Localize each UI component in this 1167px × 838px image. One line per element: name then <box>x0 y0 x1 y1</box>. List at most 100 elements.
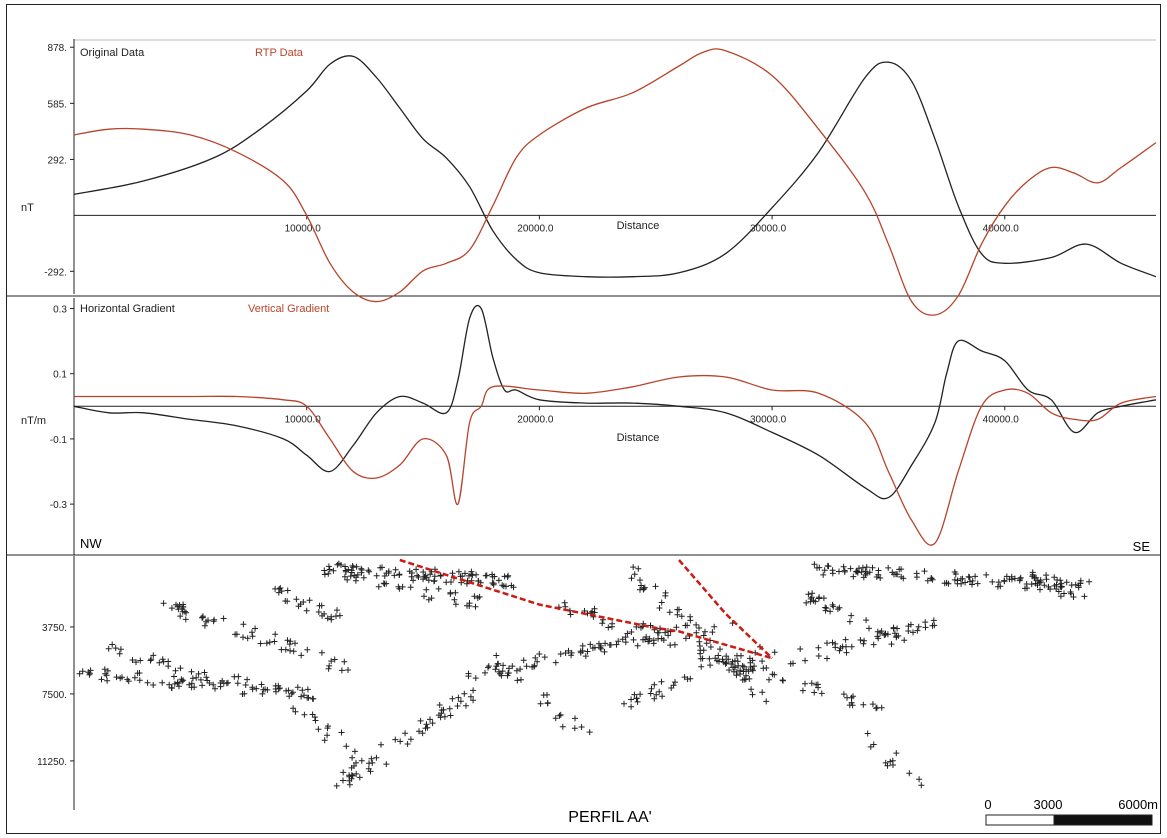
hypocenter-marker <box>1051 574 1058 581</box>
hypocenter-marker <box>201 622 208 629</box>
hypocenter-marker <box>344 576 351 583</box>
hypocenter-marker <box>103 672 110 679</box>
hypocenter-marker <box>658 599 665 606</box>
hypocenter-marker <box>802 657 809 664</box>
hypocenter-marker <box>749 667 756 674</box>
hypocenter-marker <box>969 577 976 584</box>
hypocenter-marker <box>656 688 663 695</box>
figure-frame <box>6 4 1161 834</box>
hypocenter-marker <box>820 571 827 578</box>
hypocenter-marker <box>850 573 857 580</box>
hypocenter-marker <box>517 666 524 673</box>
hypocenter-marker <box>272 585 279 592</box>
hypocenter-marker <box>333 613 339 620</box>
hypocenter-marker <box>557 651 564 657</box>
hypocenter-marker <box>1072 581 1079 588</box>
hypocenter-marker <box>482 572 489 579</box>
hypocenter-marker <box>922 619 929 626</box>
profile-caption: PERFIL AA' <box>568 809 651 826</box>
y-tick-label: 0.3 <box>53 305 67 316</box>
hypocenter-marker <box>454 703 461 709</box>
hypocenter-marker <box>887 758 894 765</box>
y-tick-label: 3750. <box>42 623 67 634</box>
hypocenter-marker <box>493 663 500 670</box>
hypocenter-marker <box>650 637 657 644</box>
hypocenter-marker <box>557 711 564 718</box>
hypocenter-marker <box>531 663 537 670</box>
hypocenter-marker <box>300 599 307 605</box>
hypocenter-marker <box>316 602 323 609</box>
hypocenter-marker <box>628 629 635 635</box>
hypocenter-marker <box>180 601 187 608</box>
hypocenter-marker <box>893 634 900 641</box>
hypocenter-marker <box>635 565 642 572</box>
hypocenter-marker <box>457 698 464 705</box>
hypocenter-marker <box>353 770 360 777</box>
hypocenter-marker <box>655 635 662 642</box>
hypocenter-marker <box>769 671 776 678</box>
hypocenter-marker <box>733 668 740 675</box>
hypocenter-marker <box>567 611 574 618</box>
hypocenter-marker <box>921 568 928 575</box>
hypocenter-marker <box>259 690 266 697</box>
hypocenter-marker <box>338 729 345 736</box>
hypocenter-marker <box>658 678 665 685</box>
hypocenter-marker <box>328 616 335 623</box>
hypocenter-marker <box>884 762 891 769</box>
hypocenter-marker <box>201 669 208 676</box>
hypocenter-marker <box>684 622 691 629</box>
hypocenter-marker <box>803 599 810 606</box>
hypocenter-marker <box>301 711 308 718</box>
hypocenter-marker <box>396 585 403 592</box>
hypocenter-marker <box>1086 578 1093 585</box>
hypocenter-marker <box>171 673 177 680</box>
hypocenter-marker <box>829 601 836 608</box>
hypocenter-marker <box>1057 583 1064 590</box>
hypocenter-marker <box>288 690 295 697</box>
hypocenter-marker <box>728 661 735 667</box>
hypocenter-marker <box>974 580 981 587</box>
hypocenter-marker <box>321 737 328 744</box>
hypocenter-marker <box>587 641 594 648</box>
hypocenter-marker <box>482 669 488 676</box>
hypocenter-marker <box>656 605 663 611</box>
hypocenter-marker <box>342 563 348 570</box>
hypocenter-marker <box>150 652 157 659</box>
hypocenter-marker <box>1043 572 1050 579</box>
hypocenter-marker <box>298 693 305 700</box>
hypocenter-marker <box>203 674 210 681</box>
scale-bar: 0 3000 6000m <box>984 797 1158 826</box>
hypocenter-marker <box>843 649 850 656</box>
hypocenter-marker <box>696 643 703 649</box>
hypocenter-marker <box>602 640 609 647</box>
hypocenter-marker <box>844 694 850 701</box>
hypocenter-marker <box>416 728 422 735</box>
hypocenter-marker <box>150 682 157 688</box>
hypocenter-marker <box>1067 589 1074 595</box>
hypocenter-marker <box>918 782 925 789</box>
hypocenter-marker <box>319 612 326 619</box>
hypocenter-marker <box>428 595 435 602</box>
hypocenter-marker <box>811 561 818 568</box>
x-tick-label: 20000.0 <box>517 223 554 234</box>
y-tick-label: 585. <box>48 99 67 110</box>
hypocenter-marker <box>743 672 749 679</box>
hypocenter-marker <box>687 617 694 624</box>
hypocenter-marker <box>814 564 820 571</box>
hypocenter-marker <box>631 691 638 698</box>
hypocenter-marker <box>406 568 413 575</box>
hypocenter-marker <box>628 696 635 703</box>
hypocenter-marker <box>156 659 163 666</box>
hypocenter-marker <box>328 658 335 665</box>
hypocenter-marker <box>440 706 447 713</box>
hypocenter-marker <box>544 700 551 707</box>
hypocenter-marker <box>174 679 181 686</box>
hypocenter-marker <box>631 571 638 578</box>
hypocenter-marker <box>301 692 307 699</box>
hypocenter-marker <box>951 576 958 583</box>
hypocenter-marker <box>508 582 515 589</box>
hypocenter-marker <box>847 565 854 572</box>
hypocenter-marker <box>859 564 866 571</box>
hypocenter-marker <box>350 564 357 571</box>
y-tick-label: 878. <box>48 43 67 54</box>
